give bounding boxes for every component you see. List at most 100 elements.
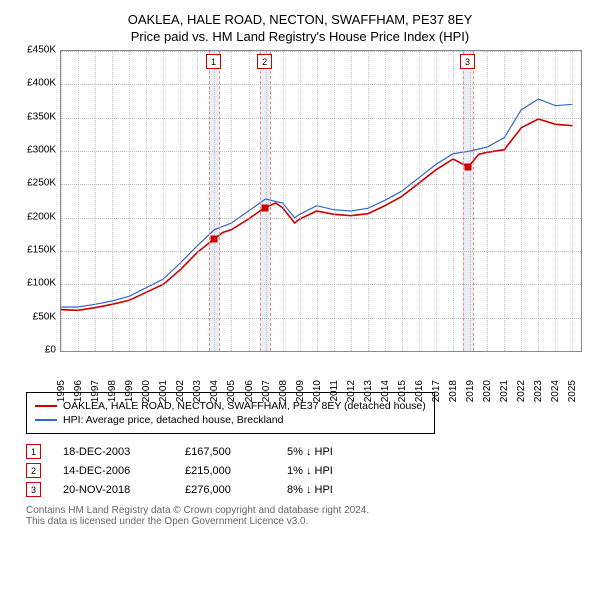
- event-marker: 1: [206, 54, 221, 69]
- plot-area: [60, 50, 582, 352]
- x-tick-label: 2019: [465, 380, 476, 402]
- y-tick-label: £200K: [27, 211, 56, 222]
- x-tick-label: 2022: [516, 380, 527, 402]
- event-table: 1 18-DEC-2003 £167,500 5% ↓ HPI 2 14-DEC-2006…: [26, 444, 588, 497]
- event-index-box: 2: [26, 463, 41, 478]
- x-tick-label: 2007: [261, 380, 272, 402]
- event-row: 3 20-NOV-2018 £276,000 8% ↓ HPI: [26, 482, 588, 497]
- event-price: £167,500: [185, 446, 265, 458]
- x-tick-label: 2006: [244, 380, 255, 402]
- x-tick-label: 2012: [346, 380, 357, 402]
- x-tick-label: 2011: [329, 380, 340, 402]
- x-tick-label: 2020: [482, 380, 493, 402]
- event-row: 1 18-DEC-2003 £167,500 5% ↓ HPI: [26, 444, 588, 459]
- event-price: £276,000: [185, 484, 265, 496]
- event-point: [465, 164, 472, 171]
- grid-line-h: [61, 151, 581, 152]
- event-delta: 5% ↓ HPI: [287, 446, 367, 458]
- legend-swatch: [35, 405, 57, 407]
- event-date: 14-DEC-2006: [63, 465, 163, 477]
- y-axis: £0£50K£100K£150K£200K£250K£300K£350K£400…: [6, 50, 56, 350]
- grid-line-v: [249, 51, 250, 351]
- y-tick-label: £50K: [33, 311, 56, 322]
- grid-line-h: [61, 251, 581, 252]
- legend-swatch: [35, 419, 57, 421]
- x-tick-label: 1995: [56, 380, 67, 402]
- event-index-box: 1: [26, 444, 41, 459]
- x-tick-label: 2002: [175, 380, 186, 402]
- x-tick-label: 2014: [380, 380, 391, 402]
- grid-line-h: [61, 184, 581, 185]
- grid-line-v: [334, 51, 335, 351]
- x-tick-label: 1996: [73, 380, 84, 402]
- y-tick-label: £400K: [27, 78, 56, 89]
- x-tick-label: 1998: [107, 380, 118, 402]
- grid-line-h: [61, 218, 581, 219]
- grid-line-v: [112, 51, 113, 351]
- grid-line-v: [521, 51, 522, 351]
- line-layer: [61, 51, 581, 351]
- chart-title-block: OAKLEA, HALE ROAD, NECTON, SWAFFHAM, PE3…: [12, 12, 588, 44]
- x-tick-label: 2017: [431, 380, 442, 402]
- event-band-edge: [209, 51, 210, 351]
- x-tick-label: 2018: [448, 380, 459, 402]
- grid-line-v: [453, 51, 454, 351]
- event-index-box: 3: [26, 482, 41, 497]
- x-tick-label: 2009: [295, 380, 306, 402]
- event-date: 18-DEC-2003: [63, 446, 163, 458]
- event-band-edge: [473, 51, 474, 351]
- grid-line-v: [214, 51, 215, 351]
- x-tick-label: 2001: [158, 380, 169, 402]
- grid-line-h: [61, 284, 581, 285]
- x-tick-label: 1997: [90, 380, 101, 402]
- chart-title-sub: Price paid vs. HM Land Registry's House …: [12, 29, 588, 44]
- y-tick-label: £350K: [27, 111, 56, 122]
- y-tick-label: £250K: [27, 178, 56, 189]
- event-delta: 1% ↓ HPI: [287, 465, 367, 477]
- grid-line-v: [436, 51, 437, 351]
- grid-line-h: [61, 318, 581, 319]
- x-tick-label: 2004: [209, 380, 220, 402]
- event-band-edge: [463, 51, 464, 351]
- grid-line-v: [572, 51, 573, 351]
- event-date: 20-NOV-2018: [63, 484, 163, 496]
- x-tick-label: 2016: [414, 380, 425, 402]
- grid-line-v: [317, 51, 318, 351]
- grid-line-h: [61, 51, 581, 52]
- grid-line-v: [61, 51, 62, 351]
- event-delta: 8% ↓ HPI: [287, 484, 367, 496]
- footer: Contains HM Land Registry data © Crown c…: [26, 505, 588, 527]
- grid-line-v: [487, 51, 488, 351]
- event-price: £215,000: [185, 465, 265, 477]
- grid-line-v: [231, 51, 232, 351]
- x-tick-label: 2000: [141, 380, 152, 402]
- event-row: 2 14-DEC-2006 £215,000 1% ↓ HPI: [26, 463, 588, 478]
- grid-line-h: [61, 118, 581, 119]
- x-tick-label: 2024: [550, 380, 561, 402]
- x-tick-label: 2025: [567, 380, 578, 402]
- grid-line-v: [163, 51, 164, 351]
- grid-line-v: [283, 51, 284, 351]
- grid-line-v: [180, 51, 181, 351]
- x-axis: 1995199619971998199920002001200220032004…: [60, 352, 588, 382]
- grid-line-v: [300, 51, 301, 351]
- footer-line-1: Contains HM Land Registry data © Crown c…: [26, 505, 588, 516]
- x-tick-label: 2013: [363, 380, 374, 402]
- event-band-edge: [219, 51, 220, 351]
- grid-line-v: [402, 51, 403, 351]
- y-tick-label: £100K: [27, 278, 56, 289]
- y-tick-label: £150K: [27, 245, 56, 256]
- chart-container: £0£50K£100K£150K£200K£250K£300K£350K£400…: [12, 50, 588, 382]
- grid-line-v: [504, 51, 505, 351]
- y-tick-label: £300K: [27, 145, 56, 156]
- grid-line-v: [146, 51, 147, 351]
- grid-line-v: [538, 51, 539, 351]
- chart-title-main: OAKLEA, HALE ROAD, NECTON, SWAFFHAM, PE3…: [12, 12, 588, 27]
- event-band-edge: [260, 51, 261, 351]
- event-marker: 2: [257, 54, 272, 69]
- y-tick-label: £450K: [27, 45, 56, 56]
- grid-line-v: [385, 51, 386, 351]
- x-tick-label: 2015: [397, 380, 408, 402]
- x-tick-label: 2005: [226, 380, 237, 402]
- x-tick-label: 2010: [312, 380, 323, 402]
